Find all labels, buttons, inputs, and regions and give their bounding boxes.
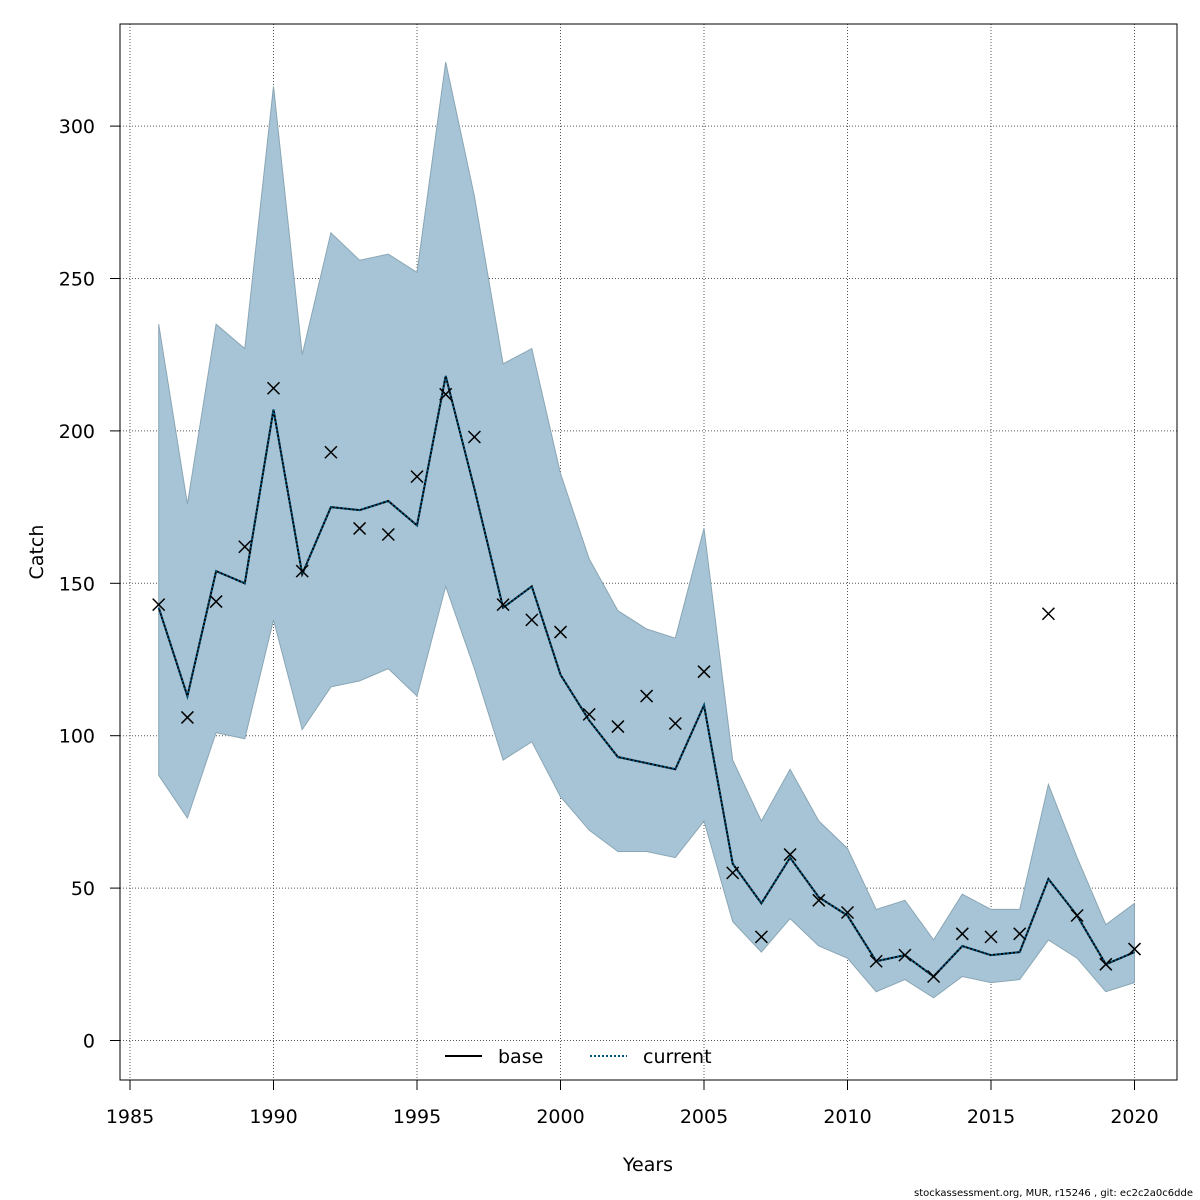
- legend-label-current: current: [643, 1046, 712, 1068]
- legend: base current: [445, 1046, 712, 1068]
- observed-point-1999: [525, 613, 539, 627]
- observed-point-2010: [840, 905, 855, 920]
- x-tick-label-2005: 2005: [680, 1106, 728, 1128]
- observed-point-2001: [582, 707, 596, 721]
- observed-point-2003: [640, 689, 654, 703]
- observed-point-2007: [754, 930, 768, 944]
- observed-point-2002: [611, 720, 625, 734]
- x-tick-label-2010: 2010: [823, 1106, 871, 1128]
- y-tick-label-100: 100: [59, 726, 95, 748]
- observed-point-2006: [726, 866, 740, 880]
- observed-point-2016: [1013, 927, 1027, 941]
- y-tick-label-300: 300: [59, 116, 95, 138]
- y-axis: 0 50 100 150 200 250 300: [59, 116, 121, 1053]
- observed-point-2008: [783, 848, 797, 862]
- y-tick-label-200: 200: [59, 421, 95, 443]
- x-axis-title: Years: [622, 1154, 673, 1176]
- series-line-current: [157, 375, 1135, 978]
- x-tick-label-1995: 1995: [393, 1106, 441, 1128]
- x-tick-label-1985: 1985: [106, 1106, 154, 1128]
- observed-point-1992: [324, 445, 338, 459]
- confidence-band: [158, 61, 1135, 999]
- observed-point-2017: [1041, 607, 1055, 621]
- legend-label-base: base: [498, 1046, 543, 1068]
- observed-point-1998: [496, 598, 510, 612]
- observed-point-2000: [553, 625, 568, 639]
- observed-point-1997: [467, 430, 481, 444]
- observed-point-1987: [180, 710, 194, 724]
- observed-point-2019: [1099, 957, 1113, 971]
- x-tick-label-2000: 2000: [536, 1106, 584, 1128]
- observed-point-1988: [209, 595, 223, 609]
- observed-point-2012: [898, 948, 912, 962]
- observed-point-2011: [869, 954, 883, 968]
- y-tick-label-50: 50: [71, 878, 95, 900]
- y-tick-label-150: 150: [59, 573, 95, 595]
- observed-point-2004: [668, 716, 682, 731]
- observed-markers: [152, 381, 1142, 984]
- observed-point-2009: [812, 893, 826, 907]
- series-lines: [157, 375, 1135, 978]
- observed-point-2005: [697, 665, 711, 679]
- observed-point-2013: [927, 969, 941, 984]
- x-tick-label-2020: 2020: [1110, 1106, 1158, 1128]
- y-tick-label-0: 0: [83, 1031, 95, 1053]
- y-tick-label-250: 250: [59, 269, 95, 291]
- observed-point-1995: [410, 470, 424, 484]
- observed-point-1991: [295, 564, 309, 578]
- y-axis-title: Catch: [26, 525, 48, 580]
- observed-point-2015: [984, 930, 998, 944]
- observed-point-2018: [1070, 909, 1084, 923]
- observed-point-1990: [266, 381, 281, 395]
- observed-point-1986: [152, 598, 166, 612]
- x-tick-label-1990: 1990: [249, 1106, 297, 1128]
- observed-point-1993: [353, 521, 367, 535]
- observed-point-2014: [955, 927, 969, 941]
- footnote: stockassessment.org, MUR, r15246 , git: …: [914, 1188, 1193, 1199]
- observed-point-1996: [439, 387, 453, 401]
- x-axis: 1985 1990 1995 2000 2005 2010 2015 2020: [106, 1079, 1159, 1128]
- observed-point-1989: [238, 540, 252, 554]
- observed-point-1994: [381, 528, 395, 542]
- observed-point-2020: [1127, 942, 1142, 956]
- x-tick-label-2015: 2015: [967, 1106, 1015, 1128]
